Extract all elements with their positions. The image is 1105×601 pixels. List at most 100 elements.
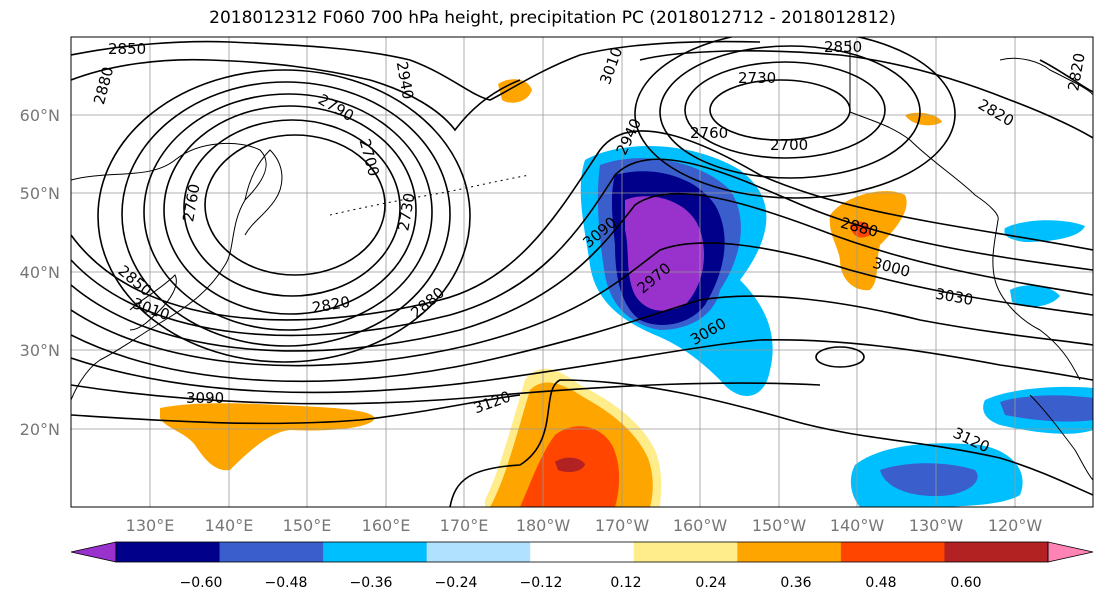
colorbar-label: −0.12: [520, 575, 563, 591]
contour-3120: [449, 379, 1093, 507]
plot-area: 2850 2880 2940 3010 2790 2730 2700 2760 …: [71, 37, 1093, 507]
lat-label: 20°N: [20, 420, 60, 439]
colorbar-label: −0.24: [435, 575, 478, 591]
shade-darkred: [555, 457, 585, 472]
contour-east-2: [684, 61, 886, 159]
lon-label: 140°E: [205, 516, 254, 535]
contour-label: 2700: [770, 136, 808, 154]
lon-label: 180°W: [516, 516, 571, 535]
contour-flow-5: [71, 295, 1093, 383]
contour-west-6: [97, 69, 471, 363]
colorbar-segment: [116, 542, 221, 562]
graticule: [71, 37, 1093, 507]
contour-west-5: [121, 81, 451, 347]
height-contours: [71, 37, 1093, 507]
colorbar-segment: [530, 542, 635, 562]
lon-label: 130°W: [909, 516, 964, 535]
contour-label: 2730: [738, 69, 776, 87]
shade-blue-ne2: [1010, 285, 1060, 307]
coast-alaska: [849, 40, 999, 221]
contour-label: 2850: [824, 38, 862, 56]
colorbar: [70, 541, 1094, 563]
shade-bluemid-se: [880, 463, 978, 497]
shade-orange-ne: [829, 191, 907, 291]
contour-north-3: [639, 50, 1093, 139]
lon-label: 170°E: [440, 516, 489, 535]
lon-label: 130°E: [126, 516, 175, 535]
contour-north-2: [71, 58, 521, 132]
aleutians: [329, 174, 531, 216]
colorbar-label: −0.36: [350, 575, 393, 591]
coast-kamchatka: [244, 149, 283, 236]
contour-flow-3: [71, 192, 1093, 352]
contour-north-1: [71, 40, 761, 101]
map-title: 2018012312 F060 700 hPa height, precipit…: [209, 8, 896, 28]
colorbar-outline: [115, 541, 1049, 563]
colorbar-segment: [737, 542, 842, 562]
coast-asia: [71, 142, 267, 401]
shade-blue-ne: [1004, 220, 1085, 242]
lon-label: 160°E: [362, 516, 411, 535]
lon-label: 140°W: [830, 516, 885, 535]
lon-label: 150°W: [752, 516, 807, 535]
contour-west-4: [143, 93, 433, 331]
colorbar-segment: [1047, 541, 1094, 563]
precip-shading: [160, 79, 1093, 507]
colorbar-segment: [426, 542, 531, 562]
lon-label: 160°W: [673, 516, 728, 535]
contour-west-1: [204, 134, 386, 276]
colorbar-label: 0.60: [950, 575, 981, 591]
contour-flow-7: [71, 382, 821, 405]
contour-flow-2: [71, 158, 1093, 337]
colorbar-label: 0.48: [865, 575, 896, 591]
plot-border: [70, 36, 1094, 508]
lon-label: 150°E: [283, 516, 332, 535]
coast-namerica: [992, 219, 1081, 381]
shade-bluemid-e: [1000, 395, 1093, 422]
contour-west-2: [183, 119, 401, 297]
colorbar-label: 0.36: [780, 575, 811, 591]
lon-label: 170°W: [595, 516, 650, 535]
lat-label: 50°N: [20, 184, 60, 203]
contour-north-4: [1039, 59, 1093, 93]
lon-label: 120°W: [988, 516, 1043, 535]
contour-label: 2760: [690, 124, 728, 142]
shade-purple: [625, 196, 705, 311]
colorbar-segment: [70, 541, 117, 563]
coastlines: [71, 40, 1093, 481]
colorbar-label: −0.48: [265, 575, 308, 591]
contour-east-4: [634, 37, 956, 199]
colorbar-label: 0.24: [695, 575, 726, 591]
coast-mexico: [1029, 394, 1093, 481]
colorbar-segment: [323, 542, 428, 562]
shade-orange-ak: [905, 112, 942, 126]
coast-japan: [129, 274, 177, 331]
shade-orange-west: [160, 403, 375, 471]
colorbar-segment: [840, 542, 945, 562]
lat-label: 40°N: [20, 263, 60, 282]
colorbar-segment: [633, 542, 738, 562]
colorbar-labels: −0.60 −0.48 −0.36 −0.24 −0.12 0.12 0.24 …: [180, 575, 982, 591]
lat-label: 30°N: [20, 341, 60, 360]
colorbar-segment: [944, 542, 1049, 562]
lat-label: 60°N: [20, 106, 60, 125]
contour-flow-1: [71, 130, 1093, 321]
colorbar-label: 0.12: [610, 575, 641, 591]
colorbar-label: −0.60: [180, 575, 223, 591]
shade-red-ne: [850, 221, 871, 238]
contour-flow-6: [71, 338, 1093, 394]
contour-label: 2850: [108, 40, 146, 58]
coast-canada-n: [999, 57, 1093, 96]
contour-west-3: [163, 105, 417, 315]
shade-orange-island: [498, 79, 532, 103]
contour-flow-4: [71, 242, 1093, 367]
contour-label: 3090: [186, 389, 224, 407]
contour-3090: [71, 394, 521, 425]
contour-east-3: [659, 45, 921, 179]
colorbar-segment: [219, 542, 324, 562]
contour-small-high: [815, 346, 865, 368]
lon-labels: 130°E 140°E 150°E 160°E 170°E 180°W 170°…: [126, 516, 1043, 535]
lat-labels: 60°N 50°N 40°N 30°N 20°N: [20, 106, 60, 439]
contour-east-1: [709, 79, 851, 141]
